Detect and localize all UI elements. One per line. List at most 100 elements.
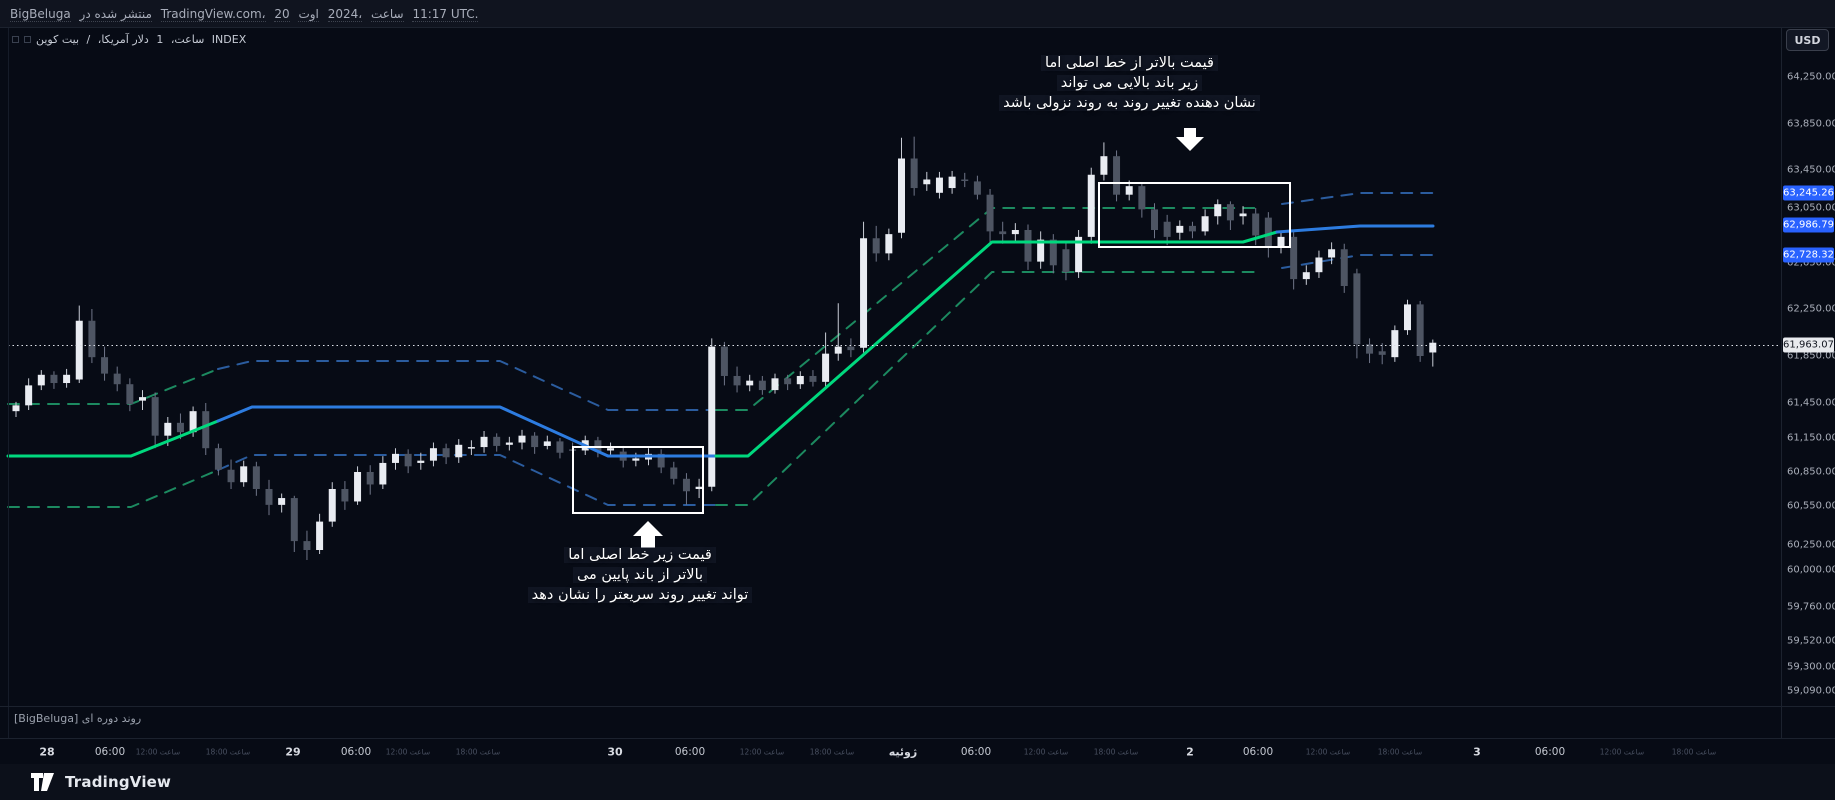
indicator-pane-label[interactable]: روند دوره ای [BigBeluga] (14, 712, 141, 725)
candle (1113, 156, 1121, 195)
annotation-line: تواند تغییر روند سریعتر را نشان دهد (527, 587, 753, 603)
candle (746, 380, 754, 386)
candle (429, 448, 437, 461)
candle (25, 385, 33, 406)
time-label: 06:00 (960, 745, 992, 758)
candle (720, 346, 728, 376)
last-price-badge: 61,963.07 (1783, 337, 1834, 353)
candle (303, 541, 311, 550)
candle (923, 179, 931, 185)
candle (1138, 186, 1146, 210)
candle (834, 346, 842, 354)
candle (961, 179, 969, 181)
symbol-title[interactable]: بیت کوین / دلار آمریکا، 1 ساعت، INDEX (12, 33, 250, 46)
candle (1049, 239, 1057, 266)
time-label: ساعت 18:00 (455, 747, 501, 756)
candle (12, 405, 20, 412)
time-label: 3 (1473, 745, 1481, 758)
candle (1075, 236, 1083, 273)
candle (1239, 213, 1247, 217)
time-label: ساعت 18:00 (1671, 747, 1717, 756)
time-axis[interactable]: 28 06:00 ساعت 12:00 ساعت 18:00 29 06:00 ساعت 1… (0, 738, 1835, 765)
candle (75, 320, 83, 380)
candle (682, 478, 690, 492)
candle (88, 320, 96, 358)
price-tick: 63,450.00 (1787, 164, 1835, 176)
tradingview-logo-icon[interactable] (30, 771, 56, 793)
annotation-bottom: قیمت زیر خط اصلی اما بالاتر از باند پایی… (490, 545, 790, 605)
currency-toggle-button[interactable]: USD (1786, 29, 1829, 51)
time-label: ساعت 12:00 (1023, 747, 1069, 756)
indicator-line (1281, 254, 1434, 269)
time-label: 28 (39, 745, 55, 758)
candle (63, 374, 71, 384)
indicator-line (217, 454, 717, 506)
indicator-line (1281, 192, 1434, 205)
candle (493, 436, 501, 446)
candle (607, 448, 615, 451)
annotation-line: نشان دهنده تغییر روند به روند نزولی باشد (999, 95, 1260, 111)
time-label: ساعت 12:00 (1599, 747, 1645, 756)
candle (417, 460, 425, 463)
candle (796, 375, 804, 385)
time-label: 2 (1186, 745, 1194, 758)
candle (404, 453, 412, 467)
annotation-line: قیمت بالاتر از خط اصلی اما (1041, 55, 1218, 71)
candle (1151, 209, 1158, 230)
symbol-title-text: بیت کوین / دلار آمریکا، 1 ساعت، INDEX (36, 33, 247, 46)
price-tick: 60,550.00 (1787, 500, 1835, 512)
candle (1404, 304, 1411, 331)
candle (176, 422, 184, 433)
candle (1062, 249, 1070, 273)
time-label: ساعت 18:00 (809, 747, 855, 756)
candle (455, 444, 463, 458)
highlight-box (572, 446, 704, 514)
tradingview-brand[interactable]: TradingView (65, 773, 172, 791)
candle (733, 375, 741, 386)
candle (973, 181, 981, 195)
candle (1416, 304, 1424, 356)
candle (189, 411, 197, 433)
annotation-arrow-down (1176, 128, 1204, 151)
candle (1252, 213, 1260, 236)
symbol-marker-icon (24, 36, 31, 43)
price-tick: 59,520.00 (1787, 635, 1835, 647)
candle (594, 440, 602, 452)
candle (708, 346, 716, 487)
time-label: ژوئیه (888, 745, 918, 758)
candle (1340, 249, 1348, 286)
candle (1100, 156, 1108, 175)
candle (910, 158, 918, 189)
candle (1188, 225, 1196, 232)
indicator-line (714, 230, 1279, 458)
candle (1264, 217, 1272, 247)
price-axis[interactable]: 64,250.00 63,850.00 63,450.00 63,050.00 62,6… (1781, 28, 1835, 738)
time-label: ساعت 18:00 (205, 747, 251, 756)
candle (1176, 225, 1184, 233)
price-tick: 62,250.00 (1787, 303, 1835, 315)
candle (670, 467, 678, 479)
time-label: ساعت 12:00 (385, 747, 431, 756)
pane-separator[interactable] (0, 706, 1835, 707)
candle (151, 397, 159, 436)
candle (809, 375, 817, 382)
candle (1277, 236, 1285, 247)
candle (860, 238, 868, 348)
price-tick: 61,450.00 (1787, 397, 1835, 409)
candle (354, 472, 362, 502)
publish-header: BigBeluga منتشر شده در TradingView.com، … (0, 0, 1835, 28)
time-label: ساعت 12:00 (739, 747, 785, 756)
candle (113, 373, 121, 385)
candle (442, 448, 450, 458)
candle (1011, 230, 1019, 235)
highlight-box (1098, 182, 1291, 248)
candle (1226, 204, 1234, 221)
annotation-top: قیمت بالاتر از خط اصلی اما زیر باند بالا… (962, 53, 1297, 113)
candle (1024, 230, 1032, 262)
candle (657, 453, 665, 468)
candle (366, 472, 374, 485)
candle (126, 384, 134, 405)
candle (379, 462, 387, 485)
time-label: 06:00 (1534, 745, 1566, 758)
